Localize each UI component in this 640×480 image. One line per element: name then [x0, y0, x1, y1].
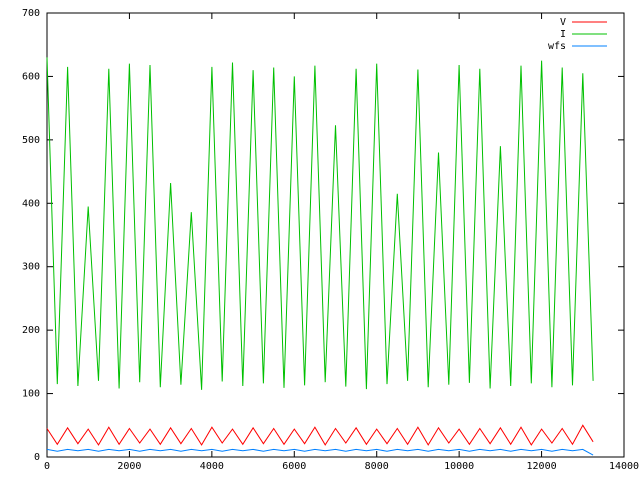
- x-tick-label: 10000: [444, 461, 474, 472]
- y-tick-label: 200: [22, 325, 40, 336]
- y-tick-label: 100: [22, 389, 40, 400]
- y-tick-label: 400: [22, 198, 40, 209]
- legend-label: I: [560, 29, 566, 40]
- x-tick-label: 14000: [609, 461, 639, 472]
- plot-frame: [46, 12, 625, 458]
- legend-label: V: [560, 17, 566, 28]
- y-tick-label: 600: [22, 71, 40, 82]
- legend-label: wfs: [548, 41, 566, 52]
- series-line: [46, 57, 594, 390]
- x-tick-label: 6000: [282, 461, 306, 472]
- series-line: [46, 448, 594, 456]
- y-tick-label: 0: [34, 452, 40, 463]
- x-tick-label: 4000: [200, 461, 224, 472]
- x-tick-label: 8000: [365, 461, 389, 472]
- y-tick-label: 500: [22, 135, 40, 146]
- y-tick-label: 300: [22, 262, 40, 273]
- x-tick-label: 0: [44, 461, 50, 472]
- x-tick-label: 2000: [117, 461, 141, 472]
- y-tick-label: 700: [22, 8, 40, 19]
- series-line: [46, 424, 594, 446]
- x-tick-label: 12000: [527, 461, 557, 472]
